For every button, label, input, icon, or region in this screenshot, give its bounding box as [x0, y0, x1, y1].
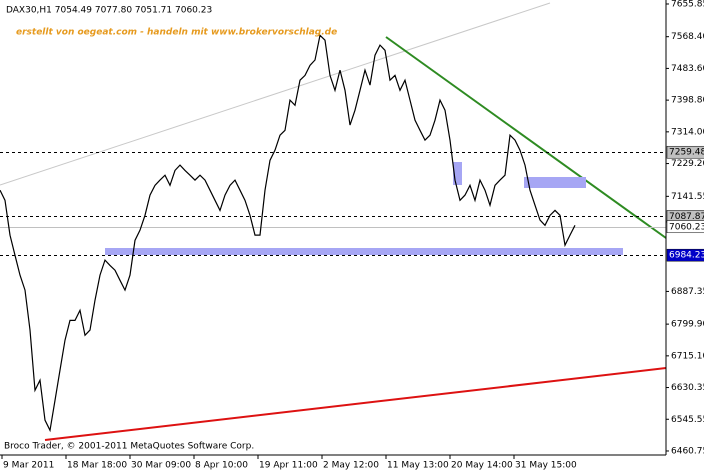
y-tick-label: 6630.35: [671, 383, 704, 393]
y-tick-label: 6715.10: [671, 351, 704, 361]
x-tick-label: 2 May 12:00: [323, 461, 379, 471]
y-tick-label: 6887.35: [671, 287, 704, 297]
x-tick-label: 9 Mar 2011: [3, 461, 54, 471]
y-tick-label: 7568.40: [671, 32, 704, 42]
support-trendline: [44, 367, 667, 441]
y-tick-label: 7229.20: [671, 159, 704, 169]
level-label: 7060.23: [669, 222, 704, 232]
x-tick-label: 19 Apr 11:00: [259, 461, 318, 471]
price-line: [0, 34, 576, 433]
y-tick-label: 6460.75: [671, 446, 704, 456]
y-tick-label: 7655.85: [671, 0, 704, 9]
level-label: 6984.23: [669, 251, 704, 261]
x-tick-label: 11 May 13:00: [387, 461, 449, 471]
y-tick-label: 6799.90: [671, 320, 704, 330]
x-tick-label: 31 May 15:00: [515, 461, 577, 471]
channel-line: [0, 2, 551, 186]
resistance-trendline: [385, 36, 667, 239]
y-tick-label: 7398.80: [671, 96, 704, 106]
copyright: Broco Trader, © 2001-2011 MetaQuotes Sof…: [4, 442, 254, 452]
resistance-zone: [524, 177, 586, 188]
y-tick-label: 6545.55: [671, 415, 704, 425]
chart-header: DAX30,H1 7054.49 7077.80 7051.71 7060.23: [6, 6, 212, 16]
y-tick-label: 7314.00: [671, 127, 704, 137]
y-tick-label: 7483.60: [671, 64, 704, 74]
level-label: 7259.48: [669, 148, 704, 158]
level-label: 7087.87: [669, 212, 704, 222]
plot-area: [0, 34, 666, 433]
x-tick-label: 30 Mar 09:00: [131, 461, 191, 471]
x-tick-label: 20 May 14:00: [451, 461, 513, 471]
level-label-box: [666, 220, 704, 234]
support-zone: [105, 248, 623, 255]
level-label-box: [666, 248, 704, 262]
y-tick-label: 7141.55: [671, 192, 704, 202]
x-tick-label: 18 Mar 18:00: [67, 461, 127, 471]
x-tick-label: 8 Apr 10:00: [195, 461, 248, 471]
gap-zone: [453, 162, 462, 185]
level-label-box: [666, 145, 704, 159]
watermark: erstellt von oegeat.com - handeln mit ww…: [16, 28, 337, 38]
